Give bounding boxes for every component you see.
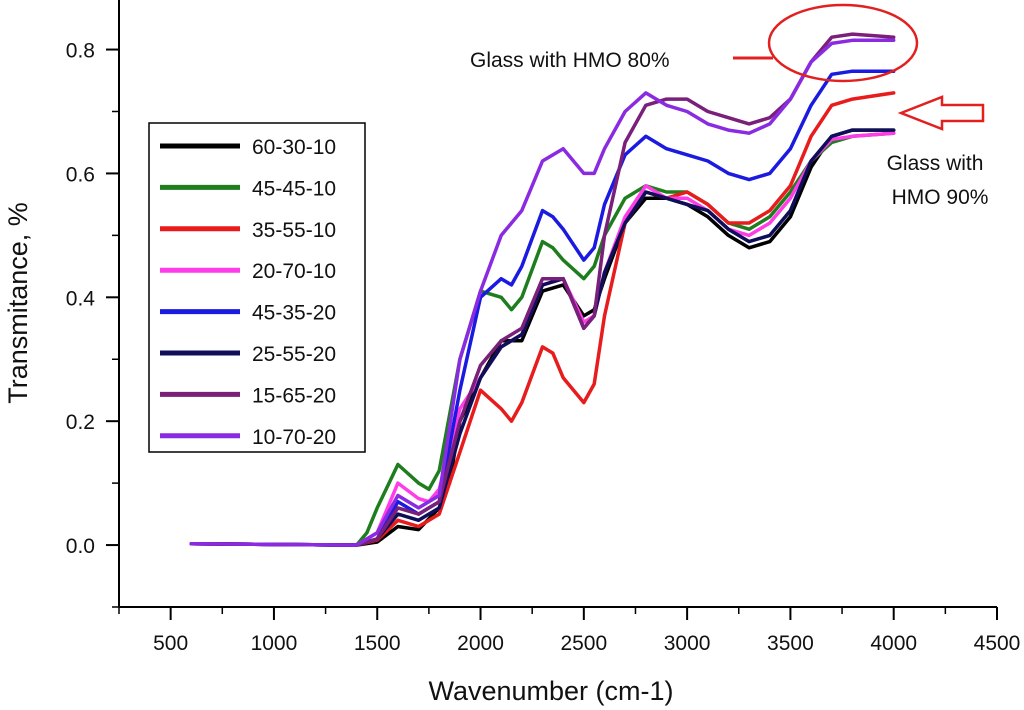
y-axis-label: Transmitance, %	[3, 202, 33, 404]
series-line-45-45-10	[189, 131, 896, 547]
x-tick-label: 2500	[560, 632, 607, 655]
series-line-10-70-20	[189, 38, 896, 547]
annotation-hmo80-circle	[767, 3, 919, 83]
x-axis-ticks: 500 1000 1500 2000 2500 3000 3500 4000 4500	[118, 607, 1021, 655]
legend-label: 25-55-20	[252, 343, 336, 366]
legend-label: 35-55-10	[252, 219, 336, 242]
x-tick-label: 3000	[664, 632, 711, 655]
series-line-15-65-20	[189, 32, 896, 547]
series-line-25-55-20	[189, 128, 896, 547]
x-axis-label: Wavenumber (cm-1)	[428, 676, 673, 706]
x-tick-label: 1500	[354, 632, 401, 655]
x-tick-label: 4500	[974, 632, 1021, 655]
legend-label: 45-35-20	[252, 302, 336, 325]
x-tick-label: 500	[153, 632, 188, 655]
y-axis-ticks: 0.0 0.2 0.4 0.6 0.8	[66, 40, 119, 608]
annotation-hmo80: Glass with HMO 80%	[470, 49, 670, 72]
x-tick-label: 2000	[457, 632, 504, 655]
x-tick-label: 3500	[767, 632, 814, 655]
y-tick-label: 0.4	[66, 287, 96, 310]
series-line-35-55-10	[189, 91, 896, 547]
annotation-hmo90-line2: HMO 90%	[892, 186, 989, 209]
legend: 60-30-10 45-45-10 35-55-10 20-70-10 45-35-20…	[160, 136, 336, 449]
series-lines	[189, 32, 896, 547]
legend-label: 20-70-10	[252, 260, 336, 283]
x-tick-label: 4000	[870, 632, 917, 655]
legend-box	[148, 122, 366, 453]
x-tick-label: 1000	[251, 632, 298, 655]
y-tick-label: 0.2	[66, 411, 95, 434]
annotation-hmo90-arrow-icon	[897, 95, 985, 131]
legend-label: 15-65-20	[252, 384, 336, 407]
y-tick-label: 0.6	[66, 163, 95, 186]
legend-label: 60-30-10	[252, 136, 336, 159]
legend-label: 45-45-10	[252, 177, 336, 200]
y-tick-label: 0.0	[66, 535, 95, 558]
annotation-hmo90-line1: Glass with	[887, 152, 984, 175]
legend-label: 10-70-20	[252, 426, 336, 449]
y-tick-label: 0.8	[66, 40, 95, 63]
